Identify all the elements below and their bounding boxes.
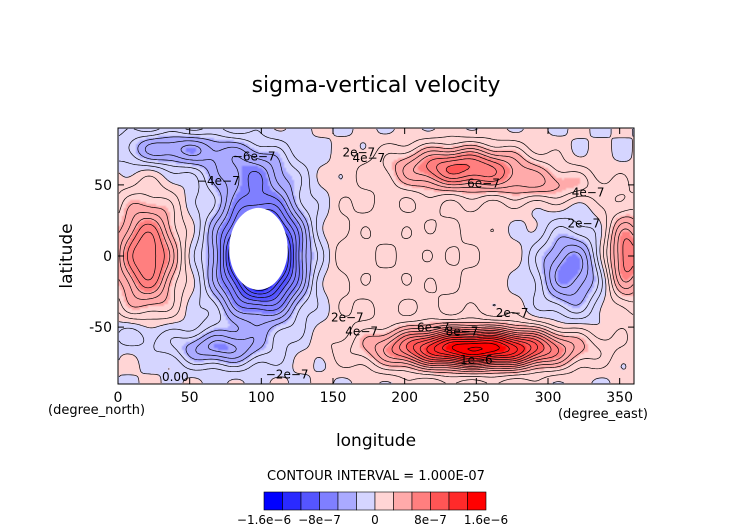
colorbar-tick-label: 1.6e−6 xyxy=(464,513,508,527)
x-tick-label: 250 xyxy=(463,390,490,406)
x-unit-label: (degree_east) xyxy=(558,407,648,422)
colorbar-swatch xyxy=(337,491,357,511)
contour-label: 2e−7 xyxy=(342,145,375,159)
contour-label: 4e−7 xyxy=(352,151,385,165)
colorbar xyxy=(263,491,487,511)
x-tick-label: 200 xyxy=(391,390,418,406)
x-tick-label: 0 xyxy=(114,390,123,406)
x-tick-label: 50 xyxy=(181,390,199,406)
contour-line xyxy=(180,144,584,354)
x-axis: 0 50 100 150 200 250 300 350 xyxy=(114,128,633,406)
contour-label: 4e−7 xyxy=(572,185,605,199)
contour-line xyxy=(451,342,500,356)
colorbar-ticks: −1.6e−6 −8e−7 0 8e−7 1.6e−6 xyxy=(237,513,508,527)
x-axis-title: longitude xyxy=(336,431,416,451)
y-axis: -50 0 50 xyxy=(89,178,634,336)
contour-line xyxy=(123,151,634,371)
contour-line xyxy=(467,346,483,352)
y-axis-title: latitude xyxy=(57,223,77,288)
colorbar-swatch xyxy=(319,491,339,511)
contour-line xyxy=(419,334,532,363)
y-unit-label: (degree_north) xyxy=(48,403,145,418)
colorbar-tick-label: 0 xyxy=(371,513,379,527)
contour-label: −6e−7 xyxy=(233,150,276,164)
colorbar-swatch xyxy=(448,491,468,511)
x-tick-label: 100 xyxy=(248,390,275,406)
colorbar-swatch xyxy=(430,491,450,511)
y-tick-label: -50 xyxy=(89,320,112,336)
contour-line xyxy=(137,136,594,363)
contour-line xyxy=(118,128,634,384)
colorbar-swatch xyxy=(393,491,413,511)
colorbar-swatch xyxy=(374,491,394,511)
contour-line xyxy=(118,141,634,378)
contour-line xyxy=(222,203,297,307)
colorbar-swatch xyxy=(300,491,320,511)
contour-line xyxy=(128,131,599,368)
y-tick-label: 50 xyxy=(94,178,112,194)
contour-label: 0.00 xyxy=(162,370,189,384)
contour-line xyxy=(118,135,634,384)
colorbar-swatch xyxy=(467,491,487,511)
contour-line xyxy=(426,336,525,361)
y-tick-label: 0 xyxy=(103,249,112,265)
contour-label: 1e−6 xyxy=(460,353,493,367)
plot-area: 2e−74e−76e−72e−74e−72e−74e−7 6e−78e−71e−6… xyxy=(117,127,635,385)
contour-line xyxy=(144,140,589,359)
colorbar-swatch xyxy=(263,491,283,511)
chart-title: sigma-vertical velocity xyxy=(252,73,501,98)
contour-line xyxy=(118,128,603,373)
contour-label: 6e−7 xyxy=(467,177,500,191)
colorbar-tick-label: −8e−7 xyxy=(298,513,341,527)
x-tick-label: 300 xyxy=(535,390,562,406)
colorbar-tick-label: 8e−7 xyxy=(414,513,447,527)
contour-line xyxy=(433,338,518,360)
contour-line xyxy=(118,144,634,375)
x-tick-label: 150 xyxy=(320,390,347,406)
colorbar-swatch xyxy=(411,491,431,511)
contour-label: −2e−7 xyxy=(266,367,309,381)
contour-interval-text: CONTOUR INTERVAL = 1.000E-07 xyxy=(267,469,485,484)
contour-label: 2e−7 xyxy=(567,217,600,231)
colorbar-swatch xyxy=(356,491,376,511)
contour-line xyxy=(132,158,552,367)
contour-line xyxy=(412,333,539,364)
x-tick-label: 350 xyxy=(606,390,633,406)
contour-line xyxy=(442,340,510,358)
contour-line xyxy=(119,148,634,373)
contour-line xyxy=(220,171,300,311)
colorbar-tick-label: −1.6e−6 xyxy=(237,513,291,527)
contour-label: 8e−7 xyxy=(446,325,479,339)
contour-label: 2e−7 xyxy=(331,310,364,324)
contour-line xyxy=(405,164,545,366)
contour-label: 4e−7 xyxy=(345,325,378,339)
missing-data-patch xyxy=(229,207,288,290)
contour-label: −4e−7 xyxy=(197,174,240,188)
colorbar-swatch xyxy=(282,491,302,511)
contour-label: 6e−7 xyxy=(417,320,450,334)
contour-line xyxy=(127,154,634,369)
contour-label: 2e−7 xyxy=(496,306,529,320)
